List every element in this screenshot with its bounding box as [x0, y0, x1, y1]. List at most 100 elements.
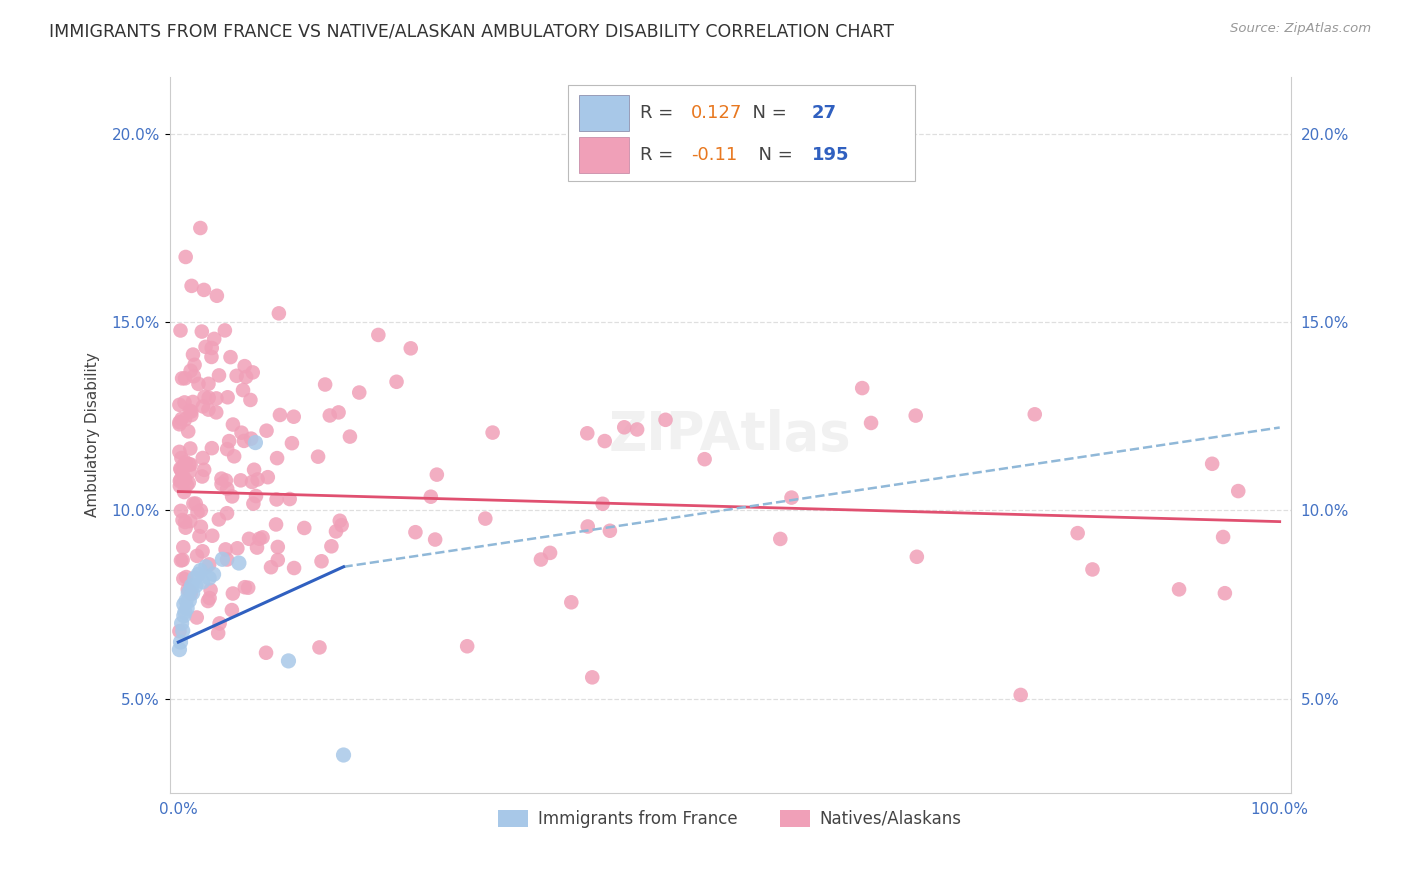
Point	[205, 289, 228, 303]
Point	[330, 518, 353, 533]
Point	[283, 409, 305, 424]
Point	[419, 490, 441, 504]
Point	[243, 463, 266, 477]
Point	[252, 530, 274, 544]
Point	[181, 348, 204, 362]
Point	[193, 283, 215, 297]
Point	[211, 472, 233, 486]
Point	[169, 624, 191, 639]
Point	[179, 465, 201, 479]
Point	[191, 574, 214, 589]
Point	[222, 586, 245, 600]
Point	[174, 250, 197, 264]
Point	[266, 451, 288, 466]
Point	[174, 605, 197, 619]
Point	[188, 564, 211, 578]
Point	[215, 474, 238, 488]
Point	[169, 474, 191, 488]
Text: -0.11: -0.11	[690, 146, 737, 164]
Point	[328, 405, 350, 419]
Point	[194, 340, 217, 354]
Point	[170, 553, 193, 567]
Point	[173, 598, 195, 612]
Point	[188, 529, 211, 543]
Point	[240, 432, 263, 446]
Point	[229, 474, 252, 488]
Point	[904, 409, 927, 423]
Point	[219, 350, 242, 364]
Point	[613, 420, 636, 434]
Point	[581, 670, 603, 684]
Point	[456, 640, 478, 654]
Text: 0.127: 0.127	[690, 103, 742, 121]
Point	[170, 412, 193, 426]
Point	[187, 376, 209, 391]
Point	[239, 392, 262, 407]
Point	[560, 595, 582, 609]
Point	[254, 646, 277, 660]
Point	[218, 434, 240, 449]
Point	[207, 626, 229, 640]
Point	[193, 390, 215, 404]
Point	[173, 485, 195, 500]
Point	[226, 541, 249, 556]
Point	[183, 358, 205, 372]
Point	[179, 458, 201, 472]
Point	[169, 479, 191, 493]
Point	[172, 624, 194, 638]
Point	[172, 371, 194, 385]
Point	[177, 425, 200, 439]
Y-axis label: Ambulatory Disability: Ambulatory Disability	[86, 352, 100, 517]
Point	[256, 424, 278, 438]
Text: N =: N =	[741, 103, 793, 121]
Point	[267, 553, 290, 567]
Point	[174, 472, 197, 486]
Point	[191, 450, 214, 465]
Point	[174, 455, 197, 469]
Point	[217, 482, 239, 496]
Point	[169, 415, 191, 429]
Bar	[579, 137, 630, 173]
Point	[177, 475, 200, 490]
Point	[224, 450, 246, 464]
Point	[385, 375, 408, 389]
Point	[217, 442, 239, 457]
Text: R =: R =	[640, 146, 679, 164]
Point	[176, 601, 198, 615]
Point	[198, 558, 221, 572]
Point	[187, 567, 209, 582]
Point	[179, 514, 201, 528]
Point	[530, 552, 553, 566]
Text: N =: N =	[747, 146, 799, 164]
Point	[311, 554, 333, 568]
Point	[1081, 562, 1104, 576]
Point	[172, 553, 194, 567]
Point	[188, 221, 211, 235]
Point	[172, 466, 194, 480]
Point	[851, 381, 873, 395]
Point	[267, 540, 290, 554]
Point	[174, 593, 197, 607]
Point	[314, 377, 336, 392]
Point	[205, 392, 228, 406]
Point	[235, 370, 257, 384]
Point	[242, 365, 264, 379]
Point	[269, 408, 291, 422]
Point	[242, 497, 264, 511]
Point	[197, 376, 219, 391]
Point	[179, 404, 201, 418]
Point	[214, 323, 236, 337]
Point	[179, 583, 201, 598]
Point	[905, 549, 928, 564]
Point	[198, 571, 221, 585]
Point	[780, 491, 803, 505]
Point	[181, 586, 204, 600]
Point	[174, 412, 197, 426]
FancyBboxPatch shape	[568, 85, 915, 181]
Point	[197, 594, 219, 608]
Text: IMMIGRANTS FROM FRANCE VS NATIVE/ALASKAN AMBULATORY DISABILITY CORRELATION CHART: IMMIGRANTS FROM FRANCE VS NATIVE/ALASKAN…	[49, 22, 894, 40]
Point	[202, 332, 225, 346]
Point	[1066, 526, 1088, 541]
Point	[180, 364, 202, 378]
Text: 195: 195	[811, 146, 849, 164]
